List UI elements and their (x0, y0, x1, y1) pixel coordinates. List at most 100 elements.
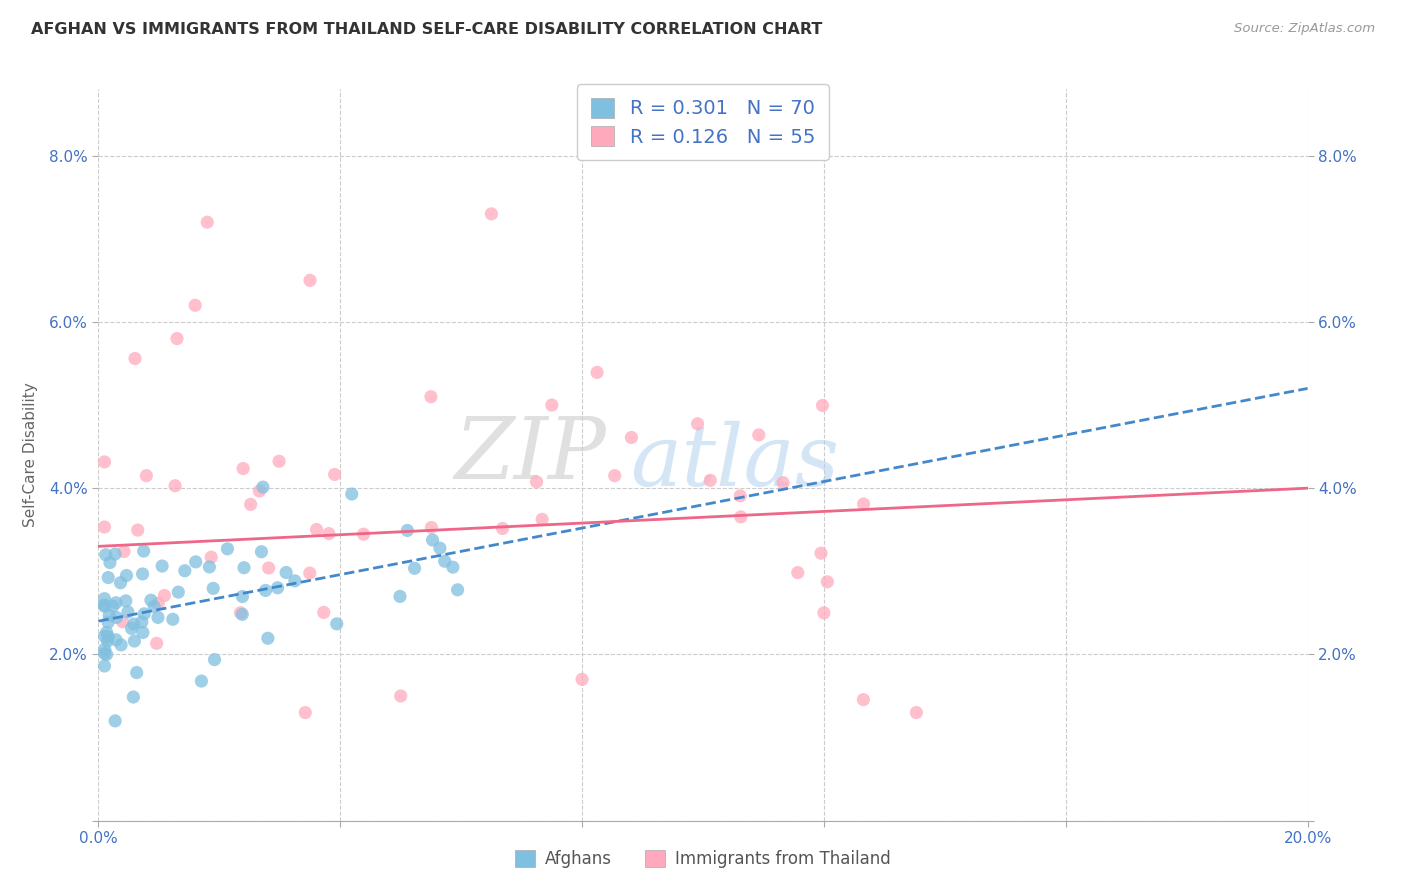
Point (202, 582, 225, 596)
Point (312, 606, 335, 620)
Point (104, 547, 127, 561)
Point (148, 597, 170, 611)
Point (686, 417, 709, 431)
Point (396, 524, 419, 538)
Point (131, 615, 153, 629)
Point (110, 575, 132, 590)
Point (153, 589, 176, 603)
Point (122, 690, 145, 704)
Point (239, 497, 262, 511)
Point (748, 428, 770, 442)
Point (404, 561, 426, 575)
Point (93, 591, 115, 606)
Text: ZIP: ZIP (454, 414, 606, 496)
Point (122, 617, 145, 632)
Point (93, 598, 115, 612)
Point (115, 568, 138, 582)
Point (730, 489, 752, 503)
Point (266, 581, 288, 595)
Point (97, 570, 120, 584)
Point (139, 593, 162, 607)
Point (124, 351, 146, 366)
Point (231, 607, 253, 622)
Point (166, 332, 188, 346)
Point (252, 480, 274, 494)
Point (93, 647, 115, 661)
Point (96, 648, 118, 662)
Point (420, 390, 443, 404)
Point (162, 612, 184, 626)
Point (104, 632, 127, 647)
Point (389, 689, 412, 703)
Point (104, 714, 127, 728)
Point (323, 467, 346, 482)
Point (540, 398, 562, 412)
Point (433, 554, 456, 568)
Point (388, 590, 411, 604)
Point (96, 634, 118, 648)
Point (422, 533, 444, 547)
Point (93, 642, 115, 657)
Point (250, 545, 273, 559)
Point (772, 475, 794, 490)
Point (105, 610, 128, 624)
Point (441, 560, 464, 574)
Point (232, 461, 254, 475)
Point (93, 455, 115, 469)
Point (257, 561, 280, 575)
Point (786, 566, 808, 580)
Point (184, 298, 207, 312)
Point (603, 468, 626, 483)
Point (620, 430, 643, 444)
Point (134, 607, 156, 621)
Point (267, 454, 290, 468)
Point (318, 526, 340, 541)
Point (699, 474, 721, 488)
Point (276, 566, 298, 580)
Point (94, 548, 117, 562)
Point (852, 692, 875, 706)
Point (150, 559, 173, 574)
Point (429, 541, 451, 556)
Point (135, 468, 157, 483)
Point (481, 207, 503, 221)
Point (231, 590, 253, 604)
Point (298, 566, 321, 580)
Point (143, 599, 166, 614)
Point (190, 674, 212, 689)
Point (93, 659, 115, 673)
Point (96, 625, 118, 640)
Point (111, 615, 134, 629)
Point (326, 616, 349, 631)
Point (165, 479, 187, 493)
Point (132, 625, 155, 640)
Point (146, 610, 169, 624)
Point (254, 583, 277, 598)
Point (526, 475, 548, 489)
Point (98, 556, 121, 570)
Point (531, 512, 554, 526)
Point (229, 606, 252, 620)
Point (198, 560, 221, 574)
Point (93, 599, 115, 614)
Point (217, 541, 239, 556)
Point (810, 546, 832, 560)
Point (586, 366, 609, 380)
Point (114, 594, 136, 608)
Point (491, 521, 513, 535)
Point (97, 630, 120, 644)
Point (233, 560, 256, 574)
Point (167, 585, 190, 599)
Point (131, 566, 153, 581)
Point (184, 555, 207, 569)
Legend: R = 0.301   N = 70, R = 0.126   N = 55: R = 0.301 N = 70, R = 0.126 N = 55 (578, 84, 828, 161)
Point (905, 706, 928, 720)
Point (117, 605, 139, 619)
Point (446, 582, 468, 597)
Point (195, 215, 218, 229)
Point (249, 483, 271, 498)
Point (125, 665, 148, 680)
Point (121, 621, 143, 635)
Point (112, 544, 135, 558)
Point (104, 596, 127, 610)
